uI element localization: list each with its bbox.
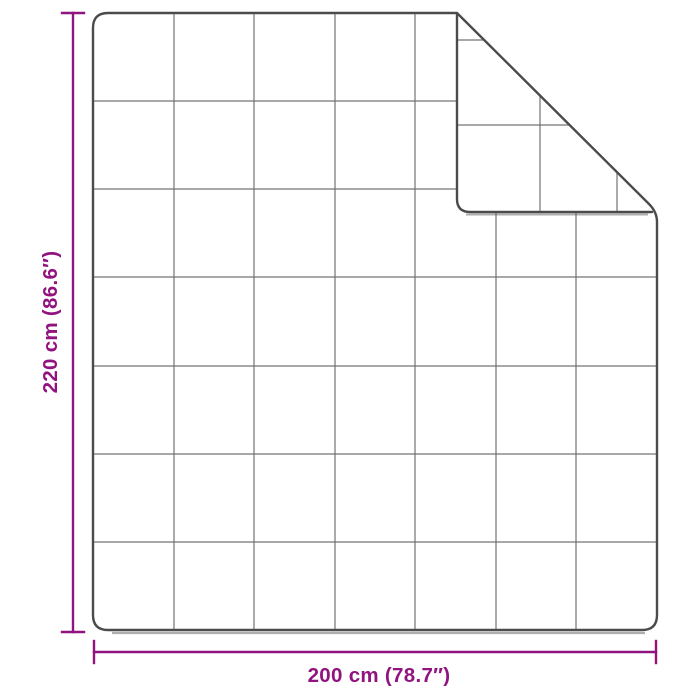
blanket-outline — [91, 11, 659, 632]
flap-quilt-grid — [457, 39, 618, 212]
flap-edge — [455, 13, 654, 214]
height-dimension-label: 220 cm (86.6″) — [39, 251, 62, 394]
blanket-body — [93, 13, 657, 630]
height-dimension: 220 cm (86.6″) — [39, 11, 86, 634]
width-dimension-label: 200 cm (78.7″) — [308, 664, 451, 687]
width-dimension: 200 cm (78.7″) — [92, 639, 658, 687]
